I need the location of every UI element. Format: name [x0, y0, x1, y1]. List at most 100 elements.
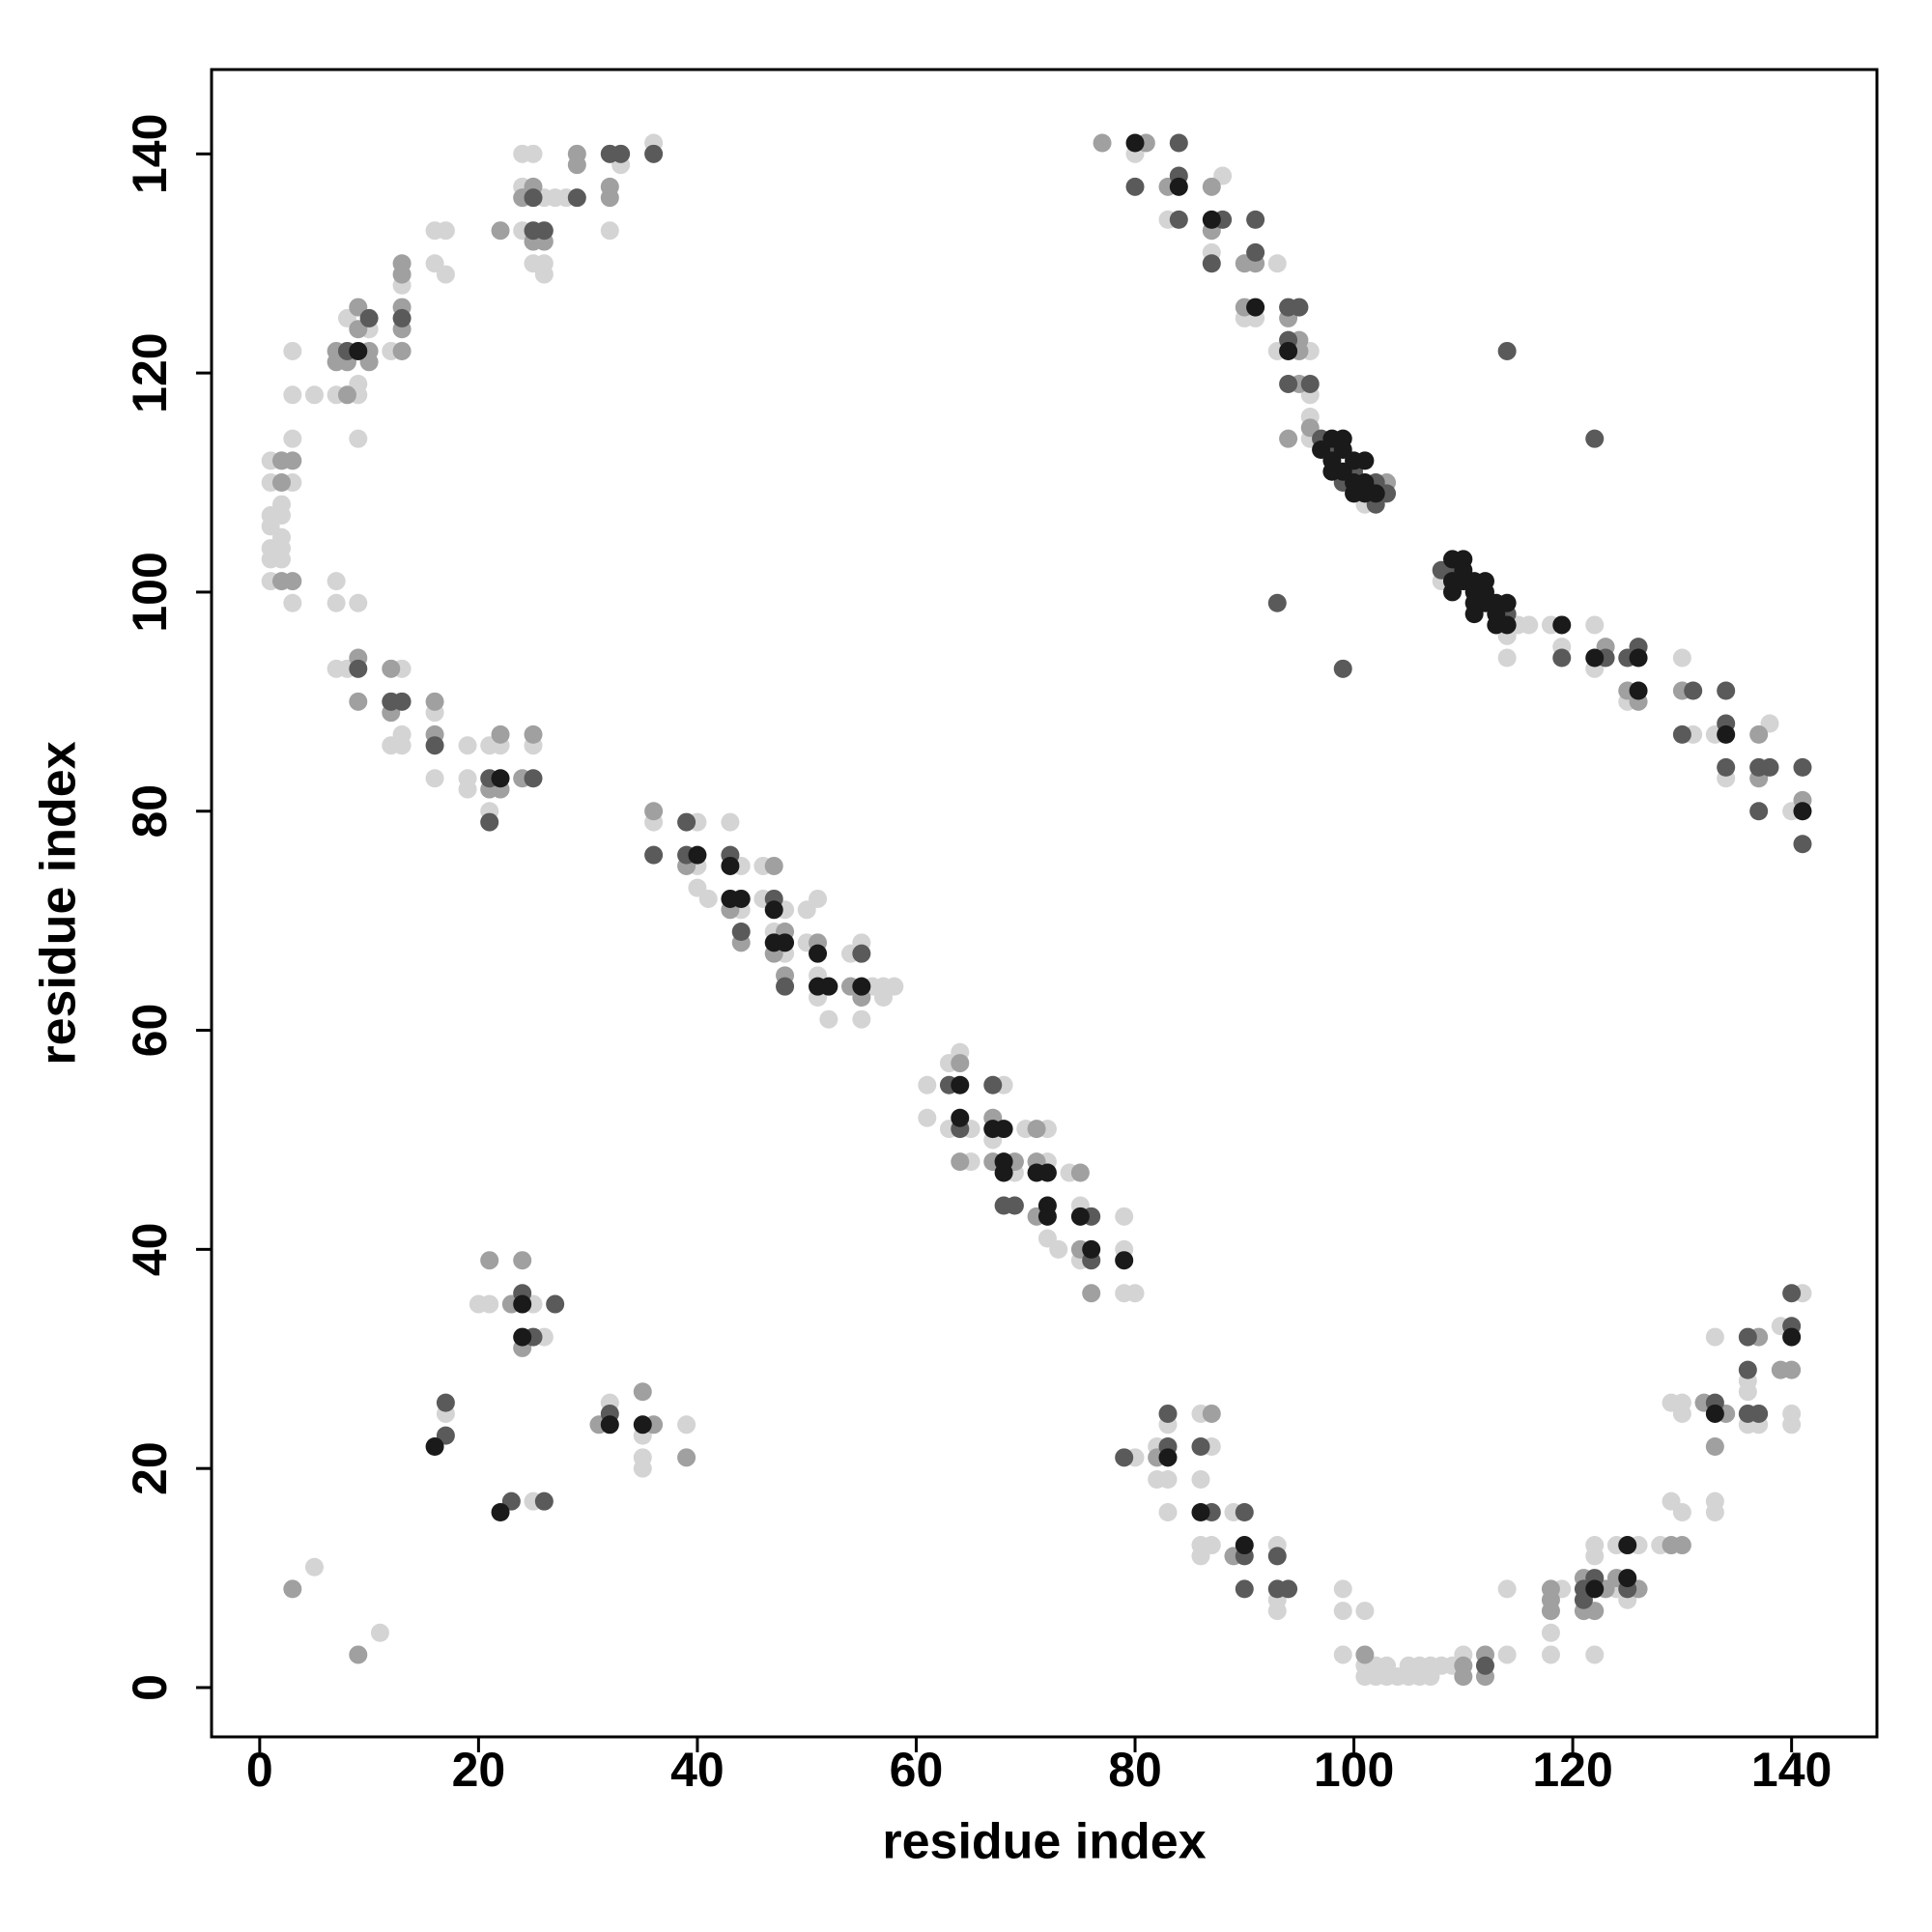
- point: [1246, 242, 1265, 262]
- point: [809, 889, 828, 908]
- point: [1782, 1415, 1802, 1435]
- point: [349, 1645, 368, 1664]
- y-tick-label: 80: [123, 784, 177, 838]
- point: [567, 144, 586, 163]
- point: [1497, 593, 1517, 612]
- point: [1202, 210, 1221, 229]
- point: [1760, 757, 1779, 777]
- point: [392, 341, 412, 360]
- point: [480, 812, 499, 832]
- point: [1738, 1360, 1757, 1379]
- point: [480, 1294, 499, 1314]
- point: [1267, 1547, 1287, 1566]
- point: [283, 429, 302, 448]
- point: [1541, 1623, 1560, 1642]
- point: [1333, 659, 1352, 678]
- point: [1475, 1656, 1494, 1675]
- point: [491, 769, 510, 788]
- point: [600, 1415, 619, 1435]
- point: [688, 845, 707, 865]
- point: [1169, 210, 1188, 229]
- point: [283, 572, 302, 591]
- point: [425, 1436, 444, 1456]
- point: [271, 550, 291, 569]
- point: [436, 1393, 455, 1412]
- point: [327, 572, 346, 591]
- point: [1705, 1404, 1724, 1423]
- y-tick-label: 40: [123, 1223, 177, 1277]
- point: [852, 1009, 871, 1029]
- point: [425, 769, 444, 788]
- point: [271, 473, 291, 493]
- point: [633, 1415, 652, 1435]
- point: [1267, 593, 1287, 612]
- y-tick-label: 120: [123, 332, 177, 412]
- point: [1037, 1207, 1057, 1226]
- point: [534, 1492, 554, 1511]
- point: [1782, 1360, 1802, 1379]
- point: [359, 308, 379, 327]
- point: [1202, 254, 1221, 273]
- point: [994, 1120, 1013, 1139]
- y-tick-label: 60: [123, 1004, 177, 1058]
- point: [1738, 1327, 1757, 1347]
- point: [513, 1251, 532, 1270]
- point: [721, 856, 740, 875]
- point: [951, 1054, 970, 1073]
- point: [524, 144, 543, 163]
- point: [764, 856, 783, 875]
- point: [1585, 1645, 1605, 1664]
- point: [1279, 374, 1298, 393]
- point: [698, 889, 718, 908]
- point: [1684, 681, 1703, 700]
- x-axis-title: residue index: [882, 1814, 1206, 1870]
- point: [1497, 648, 1517, 668]
- point: [1552, 615, 1572, 635]
- point: [1191, 1503, 1210, 1522]
- point: [1705, 1503, 1724, 1522]
- point: [337, 385, 356, 405]
- point: [951, 1108, 970, 1127]
- point: [1279, 429, 1298, 448]
- point: [677, 1415, 696, 1435]
- point: [994, 1163, 1013, 1182]
- point: [918, 1108, 937, 1127]
- point: [1246, 210, 1265, 229]
- point: [1169, 133, 1188, 153]
- x-tick-label: 120: [1532, 1743, 1612, 1797]
- point: [1585, 1579, 1605, 1599]
- point: [524, 724, 543, 744]
- point: [491, 221, 510, 241]
- point: [983, 1075, 1003, 1094]
- point: [1717, 724, 1736, 744]
- point: [1618, 1569, 1637, 1588]
- point: [1585, 615, 1605, 635]
- point: [1082, 1284, 1101, 1303]
- point: [392, 308, 412, 327]
- point: [677, 812, 696, 832]
- point: [1672, 1536, 1691, 1555]
- x-tick-label: 100: [1314, 1743, 1394, 1797]
- point: [1355, 451, 1375, 470]
- point: [885, 977, 904, 996]
- point: [1093, 133, 1112, 153]
- point: [425, 692, 444, 711]
- point: [1115, 1251, 1134, 1270]
- point: [283, 593, 302, 612]
- point: [809, 944, 828, 963]
- point: [644, 802, 664, 821]
- point: [1169, 177, 1188, 196]
- y-axis-title: residue index: [31, 741, 87, 1065]
- point: [1279, 1579, 1298, 1599]
- point: [1672, 1503, 1691, 1522]
- point: [1793, 802, 1812, 821]
- y-tick-label: 100: [123, 552, 177, 632]
- point: [513, 1327, 532, 1347]
- point: [458, 736, 477, 755]
- point: [480, 1251, 499, 1270]
- point: [283, 341, 302, 360]
- x-tick-label: 40: [670, 1743, 724, 1797]
- point: [1005, 1196, 1024, 1215]
